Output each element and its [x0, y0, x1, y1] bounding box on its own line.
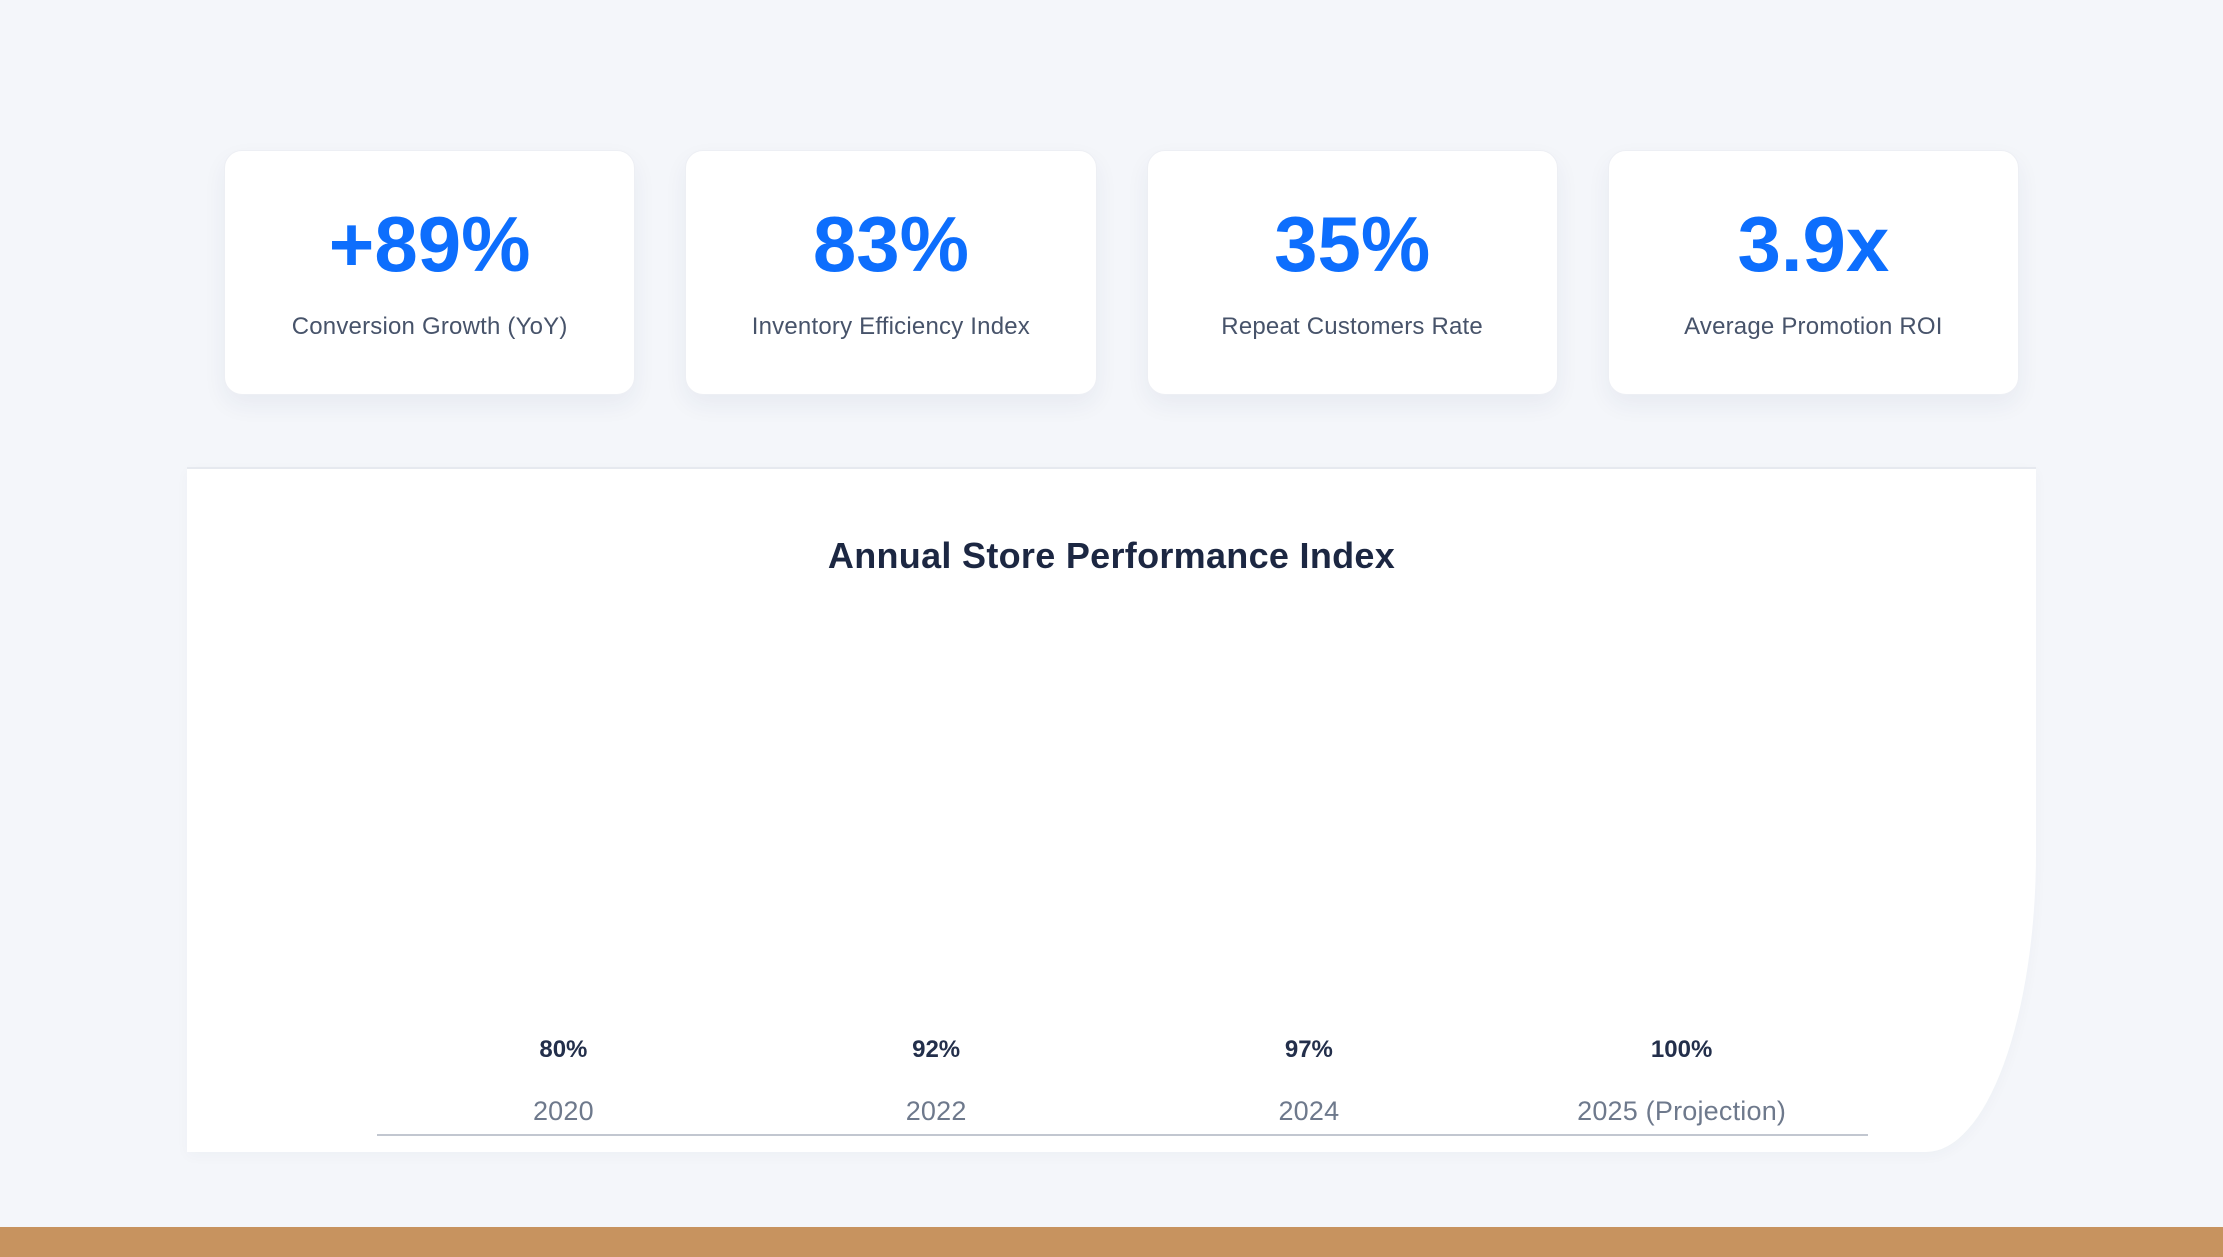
stat-label: Conversion Growth (YoY): [291, 312, 568, 340]
stat-value: 83%: [812, 199, 969, 288]
value-label: 100%: [1650, 1036, 1713, 1063]
stat-value: 35%: [1274, 199, 1431, 288]
stat-card-promotion-roi: 3.9x Average Promotion ROI: [1607, 150, 2019, 395]
category-label: 2025 (Projection): [1577, 1096, 1787, 1126]
stats-row: +89% Conversion Growth (YoY) 83% Invento…: [224, 150, 2019, 395]
stat-label: Average Promotion ROI: [1684, 312, 1943, 340]
plot-area: [377, 609, 1868, 1022]
stat-label: Repeat Customers Rate: [1221, 312, 1483, 340]
stat-value: 3.9x: [1737, 199, 1890, 288]
axis-column-2022: 92% 2022: [750, 1036, 1123, 1134]
category-label: 2020: [532, 1096, 594, 1126]
footer-bar: [0, 1227, 2223, 1257]
axis-column-2020: 80% 2020: [377, 1036, 750, 1134]
chart-title: Annual Store Performance Index: [827, 535, 1396, 576]
value-label: 92%: [912, 1036, 961, 1063]
value-label: 80%: [539, 1036, 588, 1063]
category-label: 2024: [1278, 1096, 1340, 1126]
category-label: 2022: [905, 1096, 967, 1126]
chart-card: Annual Store Performance Index 80% 2020 …: [187, 467, 2036, 1152]
stat-label: Inventory Efficiency Index: [751, 312, 1030, 340]
x-axis: 80% 2020 92% 2022 97% 2024 100% 2025 (Pr…: [377, 1036, 1868, 1136]
stat-card-repeat-customers: 35% Repeat Customers Rate: [1146, 150, 1558, 395]
stat-value: +89%: [328, 199, 531, 288]
stat-card-conversion-growth: +89% Conversion Growth (YoY): [224, 150, 636, 395]
axis-column-2025: 100% 2025 (Projection): [1495, 1036, 1868, 1134]
value-label: 97%: [1284, 1036, 1333, 1063]
axis-column-2024: 97% 2024: [1123, 1036, 1496, 1134]
stat-card-inventory-efficiency: 83% Inventory Efficiency Index: [685, 150, 1097, 395]
